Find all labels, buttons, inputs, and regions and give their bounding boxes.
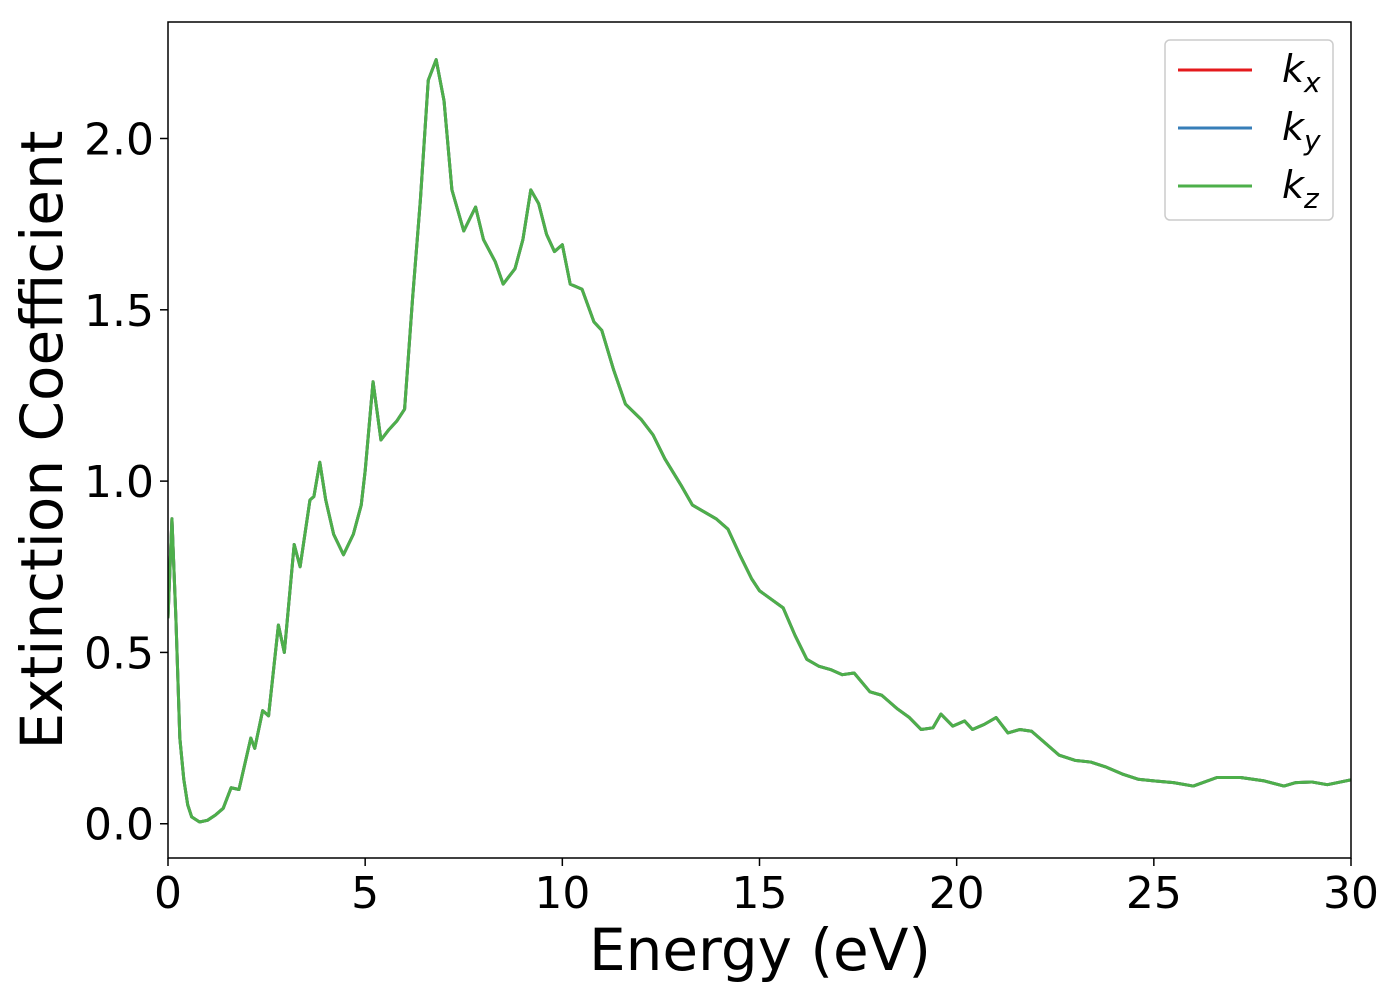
plot-frame bbox=[167, 21, 1352, 859]
y-tick-label: 2.0 bbox=[84, 114, 154, 165]
x-tick-label: 25 bbox=[1126, 868, 1182, 919]
y-axis-label: Extinction Coefficient bbox=[8, 131, 76, 750]
legend-label: ky bbox=[1282, 105, 1321, 157]
x-tick-label: 10 bbox=[534, 868, 590, 919]
y-tick-label: 0.5 bbox=[84, 628, 154, 679]
x-tick-label: 5 bbox=[351, 868, 379, 919]
y-tick-label: 1.0 bbox=[84, 457, 154, 508]
legend-label: kz bbox=[1282, 163, 1320, 215]
x-tick-label: 0 bbox=[154, 868, 182, 919]
legend-box bbox=[1164, 39, 1334, 221]
x-tick-label: 30 bbox=[1323, 868, 1379, 919]
x-axis-label: Energy (eV) bbox=[589, 916, 931, 984]
x-tick-label: 15 bbox=[732, 868, 788, 919]
y-tick-label: 0.0 bbox=[84, 800, 154, 851]
legend-label: kx bbox=[1282, 47, 1321, 99]
series-line bbox=[168, 58, 1351, 824]
x-tick-label: 20 bbox=[929, 868, 985, 919]
y-tick-label: 1.5 bbox=[84, 286, 154, 337]
